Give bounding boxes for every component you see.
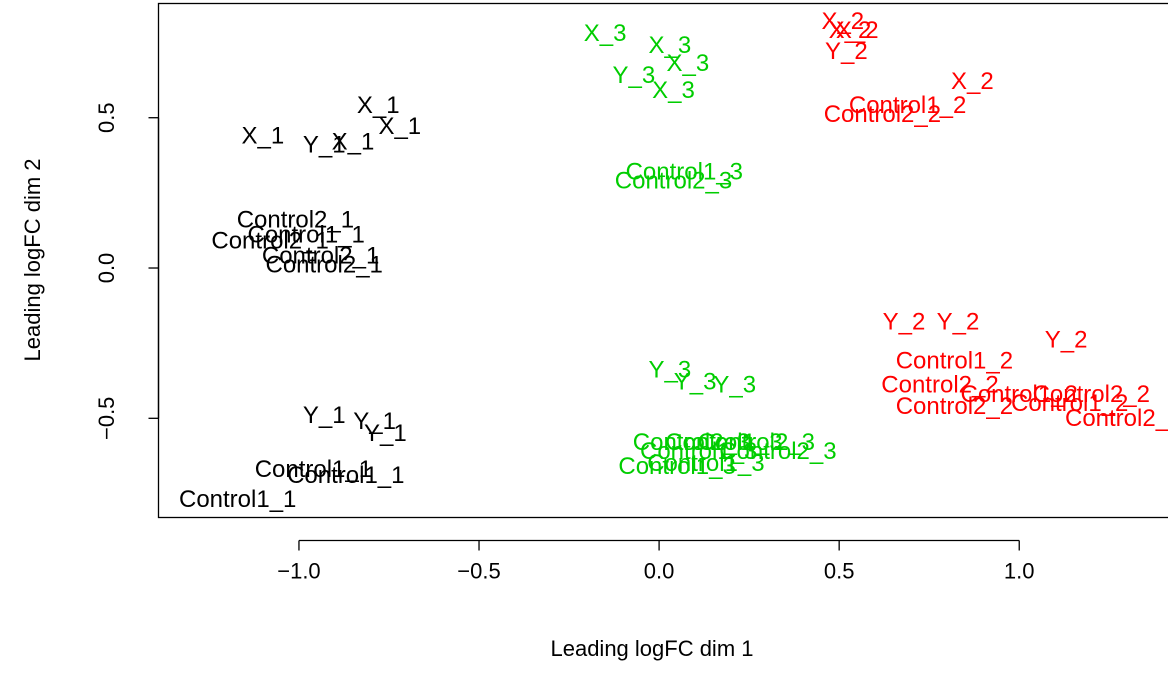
y-tick-label: 0.5 (94, 102, 119, 133)
point-label: Control2_1 (262, 243, 379, 270)
point-label: X_1 (357, 92, 400, 119)
y-axis-title: Leading logFC dim 2 (20, 158, 45, 361)
point-label: Y_3 (674, 369, 717, 396)
y-tick-label: 0.0 (94, 253, 119, 284)
point-label: Y_3 (613, 62, 656, 89)
point-label: Y_2 (825, 38, 868, 65)
point-label: X_3 (652, 77, 695, 104)
point-label: Y_1 (303, 402, 346, 429)
point-label: X_2 (821, 8, 864, 35)
point-label: Control1_3 (647, 450, 764, 477)
point-labels: X_1X_1 X_1X_1Y_1Control2_1Control1_1Contr… (179, 8, 1168, 513)
point-label: Control1_1 (247, 222, 364, 249)
point-label: Y_1 (303, 131, 346, 158)
point-label: Control2_1 (211, 228, 328, 255)
point-label: Control2_1 (265, 252, 382, 279)
point-label: Control2_3 (615, 167, 732, 194)
point-label: Y_3 (713, 372, 756, 399)
point-label: Control2_2 (824, 101, 941, 128)
x-tick-label: 1.0 (1004, 559, 1035, 584)
point-label: X_2 (829, 17, 872, 44)
y-axis: −0.5 0.0 0.5 (94, 102, 160, 440)
point-label: Control1_3 (626, 158, 743, 185)
point-label: Control1_3 (640, 438, 757, 465)
point-label: Y_2 (1045, 327, 1088, 354)
x-axis-title: Leading logFC dim 1 (550, 636, 753, 661)
point-label: Y_1 (353, 408, 396, 435)
point-label: Control2_3 (633, 429, 750, 456)
point-label: Control2_2 (881, 372, 998, 399)
x-tick-label: 0.0 (644, 559, 675, 584)
point-label: X_1 (332, 128, 375, 155)
y-tick-label: −0.5 (94, 397, 119, 440)
point-label: Y_3 (649, 357, 692, 384)
point-label: Control2_3 (719, 438, 836, 465)
point-label: X_3 (667, 50, 710, 77)
point-label: X_2 (836, 17, 879, 44)
point-label: Control1_3 (665, 429, 782, 456)
point-label: Control2_3 (698, 429, 815, 456)
point-label: Control2_1 (237, 206, 354, 233)
point-label: X_2 (951, 68, 994, 95)
point-label: Y_2 (937, 309, 980, 336)
point-label: Control2_2 (1033, 381, 1150, 408)
point-label: Control1_3 (618, 453, 735, 480)
x-tick-label: −1.0 (277, 559, 320, 584)
point-label: Control1_2 (960, 381, 1077, 408)
point-label: X_3 (584, 20, 627, 47)
x-axis: −1.0 −0.5 0.0 0.5 1.0 (277, 539, 1035, 584)
point-label: X_3 (649, 32, 692, 59)
point-label: Control2_2 (896, 393, 1013, 420)
point-label: X_1 (378, 113, 421, 140)
x-tick-label: −0.5 (457, 559, 500, 584)
point-label: Control1_1 (255, 456, 372, 483)
plot-frame (157, 2, 1168, 519)
point-label: Control1_2 (849, 92, 966, 119)
point-label: Y_2 (883, 309, 926, 336)
point-label: Control1_1 (287, 462, 404, 489)
point-label: Control1_1 (179, 486, 296, 513)
point-label: Y_1 (364, 420, 407, 447)
point-label: X_1 (242, 122, 285, 149)
point-label: Control2_2 (1065, 405, 1168, 432)
x-tick-label: 0.5 (824, 559, 855, 584)
point-label: Control1_2 (896, 348, 1013, 375)
point-label: Control1_2 (1011, 390, 1128, 417)
